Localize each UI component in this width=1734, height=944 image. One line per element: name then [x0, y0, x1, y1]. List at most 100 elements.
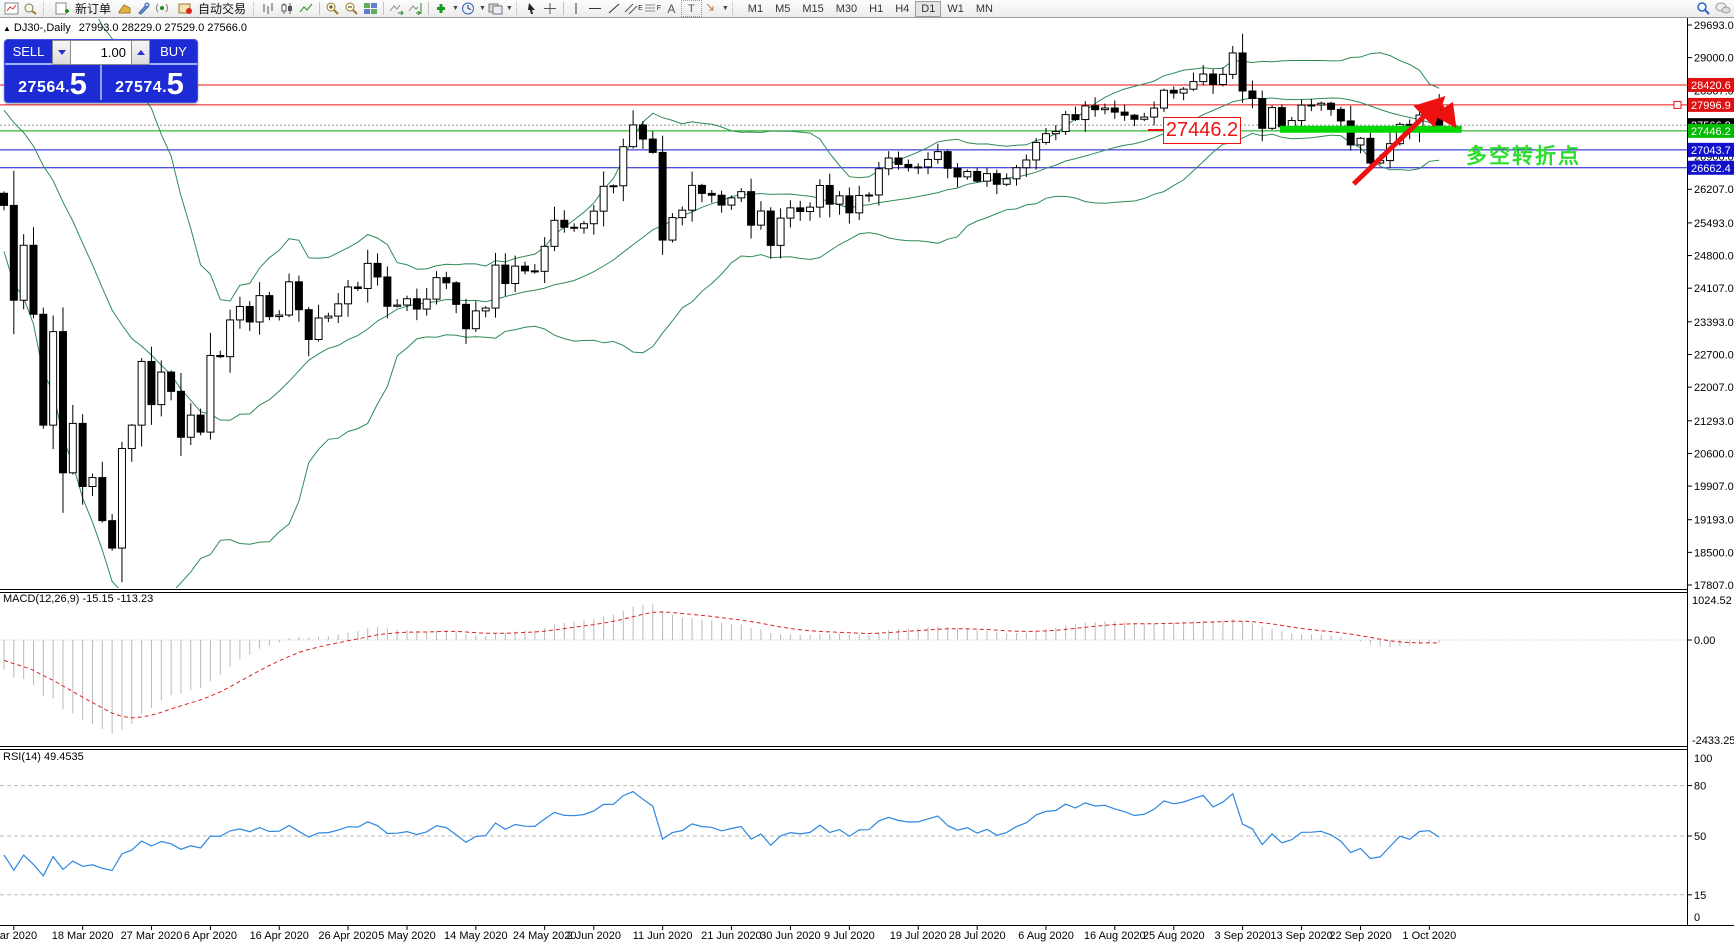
- periods-caret-icon[interactable]: ▼: [478, 5, 486, 12]
- date-tick-label: 27 Mar 2020: [121, 930, 183, 942]
- chat-icon[interactable]: [1713, 1, 1732, 16]
- pullback-arrow[interactable]: [1433, 98, 1457, 129]
- candle: [756, 210, 765, 226]
- zoom-out-icon[interactable]: [342, 1, 361, 16]
- trend-arrow-up[interactable]: [1351, 95, 1446, 186]
- candle: [422, 298, 431, 310]
- vertical-line-icon[interactable]: [567, 1, 586, 16]
- price-tick-label: 23393.0: [1694, 317, 1734, 329]
- candle: [1091, 105, 1100, 111]
- indicators-caret-icon[interactable]: ▼: [452, 5, 459, 12]
- candlestick-chart-icon[interactable]: [278, 1, 297, 16]
- timeframe-w1[interactable]: W1: [947, 2, 964, 15]
- volume-decrease-button[interactable]: [52, 40, 71, 65]
- date-tick-label: 14 May 2020: [444, 930, 508, 942]
- bollinger-upper-band: [98, 19, 1440, 302]
- new-order-button[interactable]: 新订单: [49, 1, 115, 16]
- timeframe-m5[interactable]: M5: [775, 2, 791, 15]
- chart-shift-icon[interactable]: [406, 1, 425, 16]
- search-icon[interactable]: [1694, 1, 1713, 16]
- trendline-icon[interactable]: [605, 1, 624, 16]
- arrows-icon[interactable]: [702, 1, 721, 16]
- sell-price-button[interactable]: 27564. 5: [5, 65, 102, 100]
- candle: [1228, 52, 1237, 75]
- price-tick-label: 22007.0: [1694, 382, 1734, 394]
- periods-icon[interactable]: [459, 1, 478, 16]
- candle: [1366, 137, 1375, 164]
- crosshair-icon[interactable]: [541, 1, 560, 16]
- timeframe-m1[interactable]: M1: [747, 2, 764, 15]
- price-tick-label: 25493.0: [1694, 218, 1734, 230]
- candle: [796, 207, 805, 213]
- candle: [786, 207, 795, 219]
- equidistant-channel-icon[interactable]: E: [624, 1, 643, 16]
- volume-input[interactable]: [71, 40, 131, 65]
- candle: [865, 194, 874, 197]
- templates-icon[interactable]: [486, 1, 505, 16]
- candle: [491, 264, 500, 309]
- metaeditor-icon[interactable]: [134, 1, 153, 16]
- candle: [570, 226, 579, 229]
- fibonacci-icon[interactable]: F: [644, 4, 661, 12]
- candle: [137, 360, 146, 426]
- candle: [0, 192, 8, 206]
- candle: [1238, 52, 1247, 92]
- candle: [29, 244, 38, 315]
- timeframe-mn[interactable]: MN: [975, 2, 993, 15]
- buy-price-button[interactable]: 27574. 5: [115, 65, 184, 101]
- cursor-icon[interactable]: [522, 1, 541, 16]
- candle: [471, 310, 480, 330]
- one-click-trading-panel: SELL BUY 27564.5 27574.5: [4, 39, 198, 103]
- candle: [167, 371, 176, 392]
- one-click-collapse-icon[interactable]: ▲: [3, 24, 11, 33]
- price-tick-label: 18500.0: [1694, 547, 1734, 559]
- chart-profiles-icon[interactable]: [21, 1, 40, 16]
- date-tick-label: 16 Aug 2020: [1084, 930, 1146, 942]
- candle: [963, 170, 972, 178]
- text-icon[interactable]: A: [667, 1, 676, 16]
- price-tick-label: 17807.0: [1694, 580, 1734, 592]
- sell-button[interactable]: SELL: [5, 40, 52, 65]
- candle: [1130, 114, 1139, 120]
- price-tick-label: 29693.0: [1694, 20, 1734, 32]
- candle: [973, 170, 982, 182]
- candle: [481, 307, 490, 312]
- support-zone-bar[interactable]: [1279, 125, 1462, 133]
- candle: [815, 184, 824, 208]
- price-annotation-label[interactable]: 27446.2: [1163, 117, 1241, 144]
- new-chart-icon[interactable]: [2, 1, 21, 16]
- auto-scroll-icon[interactable]: [387, 1, 406, 16]
- timeframe-m15[interactable]: M15: [802, 2, 824, 15]
- templates-caret-icon[interactable]: ▼: [505, 5, 513, 12]
- date-tick-label: 6 Apr 2020: [184, 930, 237, 942]
- candle: [1189, 81, 1198, 90]
- candle: [658, 151, 667, 241]
- horizontal-line-icon[interactable]: [586, 1, 605, 16]
- arrows-caret-icon[interactable]: ▼: [721, 5, 729, 12]
- market-watch-icon[interactable]: [115, 1, 134, 16]
- candle: [619, 146, 628, 187]
- line-chart-icon[interactable]: [297, 1, 316, 16]
- autotrading-button[interactable]: 自动交易: [172, 1, 250, 16]
- timeframe-h4[interactable]: H4: [895, 2, 910, 15]
- timeframe-d1[interactable]: D1: [915, 0, 942, 17]
- date-tick-label: 21 Jun 2020: [701, 930, 762, 942]
- indicators-icon[interactable]: [432, 1, 451, 16]
- price-tick-label: 19193.0: [1694, 515, 1734, 527]
- candle: [697, 184, 706, 194]
- signals-icon[interactable]: [153, 1, 172, 16]
- tile-windows-icon[interactable]: [361, 1, 380, 16]
- turning-point-annotation[interactable]: 多空转折点: [1466, 145, 1581, 168]
- line-selection-handle[interactable]: [1673, 100, 1682, 109]
- candle: [727, 197, 736, 206]
- volume-increase-button[interactable]: [131, 40, 150, 65]
- bar-chart-icon[interactable]: [259, 1, 278, 16]
- zoom-in-icon[interactable]: [323, 1, 342, 16]
- text-label-icon[interactable]: T: [680, 0, 702, 17]
- timeframe-m30[interactable]: M30: [835, 2, 858, 15]
- buy-button[interactable]: BUY: [150, 40, 197, 65]
- timeframe-h1[interactable]: H1: [869, 2, 884, 15]
- candle: [648, 138, 657, 153]
